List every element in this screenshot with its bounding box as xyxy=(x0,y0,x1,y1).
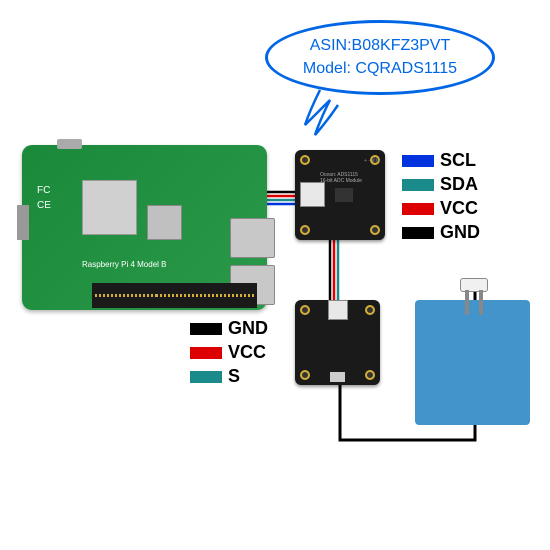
adc-module: Ocean: ADS1115 16-bit ADC Module + - V G xyxy=(295,150,385,240)
legend-swatch xyxy=(402,155,434,167)
legend-label: VCC xyxy=(228,342,266,363)
legend-bottom: GND VCC S xyxy=(190,318,268,390)
mounting-hole xyxy=(300,305,310,315)
mounting-hole xyxy=(365,370,375,380)
legend-top: SCL SDA VCC GND xyxy=(402,150,480,246)
pi-gpio-header: for(let i=0;i<40;i++)document.write('<di… xyxy=(92,283,257,308)
legend-swatch xyxy=(402,179,434,191)
legend-item-gnd: GND xyxy=(190,318,268,339)
legend-item-s: S xyxy=(190,366,268,387)
adc-jst-connector xyxy=(300,182,325,207)
mounting-hole xyxy=(300,155,310,165)
pi-ce-mark: CE xyxy=(37,200,51,211)
mounting-hole xyxy=(300,225,310,235)
mounting-hole xyxy=(300,370,310,380)
legend-item-scl: SCL xyxy=(402,150,480,171)
adc-pin-labels: + - V G xyxy=(364,158,380,164)
pi-model-label: Raspberry Pi 4 Model B xyxy=(82,260,166,269)
legend-label: GND xyxy=(440,222,480,243)
mounting-hole xyxy=(365,305,375,315)
tds-module xyxy=(295,300,380,385)
tds-probe-connector xyxy=(330,372,345,382)
callout-tail xyxy=(305,90,338,135)
legend-item-vcc: VCC xyxy=(190,342,268,363)
mounting-hole xyxy=(370,225,380,235)
legend-item-sda: SDA xyxy=(402,174,480,195)
legend-label: SDA xyxy=(440,174,478,195)
legend-item-vcc: VCC xyxy=(402,198,480,219)
callout-asin: ASIN:B08KFZ3PVT xyxy=(310,35,451,57)
legend-label: GND xyxy=(228,318,268,339)
pi-fc-mark: FC xyxy=(37,185,50,196)
legend-swatch xyxy=(190,371,222,383)
callout-bubble: ASIN:B08KFZ3PVT Model: CQRADS1115 xyxy=(265,20,495,95)
legend-swatch xyxy=(190,347,222,359)
adc-title-2: 16-bit ADC Module xyxy=(320,178,362,184)
legend-label: SCL xyxy=(440,150,476,171)
raspberry-pi-board: FC CE Raspberry Pi 4 Model B for(let i=0… xyxy=(22,145,267,310)
legend-label: VCC xyxy=(440,198,478,219)
pi-ram-chip xyxy=(147,205,182,240)
pi-soc-chip xyxy=(82,180,137,235)
pi-usb-port-2 xyxy=(230,218,275,258)
tds-probe-tips xyxy=(465,290,483,315)
legend-swatch xyxy=(402,203,434,215)
pi-microusb-port xyxy=(57,139,82,149)
pi-hdmi-port xyxy=(17,205,29,240)
tds-jst-connector xyxy=(328,300,348,320)
legend-item-gnd: GND xyxy=(402,222,480,243)
callout-model: Model: CQRADS1115 xyxy=(303,58,457,80)
legend-label: S xyxy=(228,366,240,387)
legend-swatch xyxy=(402,227,434,239)
water-container xyxy=(415,300,530,425)
adc-ic-chip xyxy=(335,188,353,202)
legend-swatch xyxy=(190,323,222,335)
